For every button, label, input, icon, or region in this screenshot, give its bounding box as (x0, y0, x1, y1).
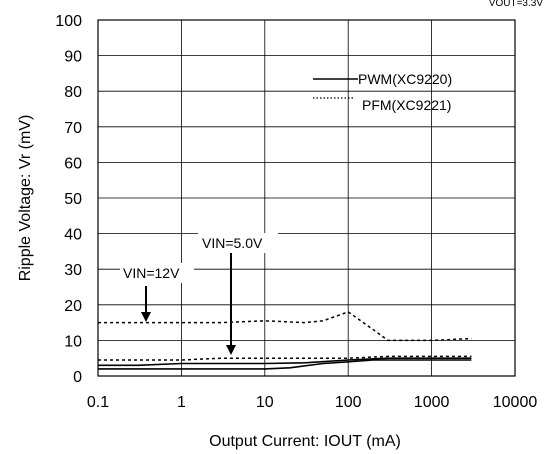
series-line-pfm-vin-12v (98, 311, 472, 342)
annotation-box-vin-5v (198, 233, 278, 253)
y-tick-label: 60 (64, 155, 82, 172)
legend: PWM(XC9220) PFM(XC9221) (313, 71, 452, 113)
y-tick-label: 10 (64, 333, 82, 350)
x-tick-label: 100 (335, 394, 362, 411)
y-tick-label: 80 (64, 84, 82, 101)
x-tick-label: 10 (256, 394, 274, 411)
series-line-pfm-vin-5-0v (98, 355, 472, 361)
y-tick-label: 100 (55, 13, 82, 30)
annotation-label-vin-12v: VIN=12V (123, 265, 180, 281)
tick-labels: 0.1 1 10 100 1000 10000 0 10 20 30 40 50 60 70 80 90 100 (55, 13, 537, 411)
y-axis-label: Ripple Voltage: Vr (mV) (17, 115, 34, 282)
legend-label-pfm: PFM(XC9221) (362, 97, 451, 113)
x-tick-label: 0.1 (87, 394, 109, 411)
series-line-pwm-vin-5-0v (98, 359, 472, 370)
plot-frame (97, 19, 516, 377)
annotation-label-vin-5v: VIN=5.0V (202, 235, 263, 251)
x-axis-label: Output Current: IOUT (mA) (209, 433, 401, 450)
condition-label: VOUT=3.3V (489, 0, 544, 9)
legend-label-pwm: PWM(XC9220) (358, 71, 452, 87)
y-tick-label: 50 (64, 191, 82, 208)
annotation-box-vin-12v (120, 263, 194, 283)
y-tick-label: 20 (64, 298, 82, 315)
x-tick-label: 1000 (414, 394, 450, 411)
series-group (98, 311, 472, 370)
y-tick-label: 90 (64, 49, 82, 66)
arrowhead-vin-12v (141, 312, 151, 322)
x-tick-label: 10000 (493, 394, 538, 411)
annotation-vin-5v: VIN=5.0V (198, 233, 278, 355)
y-tick-label: 70 (64, 120, 82, 137)
arrowhead-vin-5v (226, 345, 236, 355)
series-line-pwm-vin-12v (98, 357, 472, 367)
x-tick-label: 1 (177, 394, 186, 411)
y-tick-label: 30 (64, 262, 82, 279)
annotation-vin-12v: VIN=12V (120, 263, 194, 322)
y-tick-label: 0 (73, 369, 82, 386)
y-tick-label: 40 (64, 227, 82, 244)
